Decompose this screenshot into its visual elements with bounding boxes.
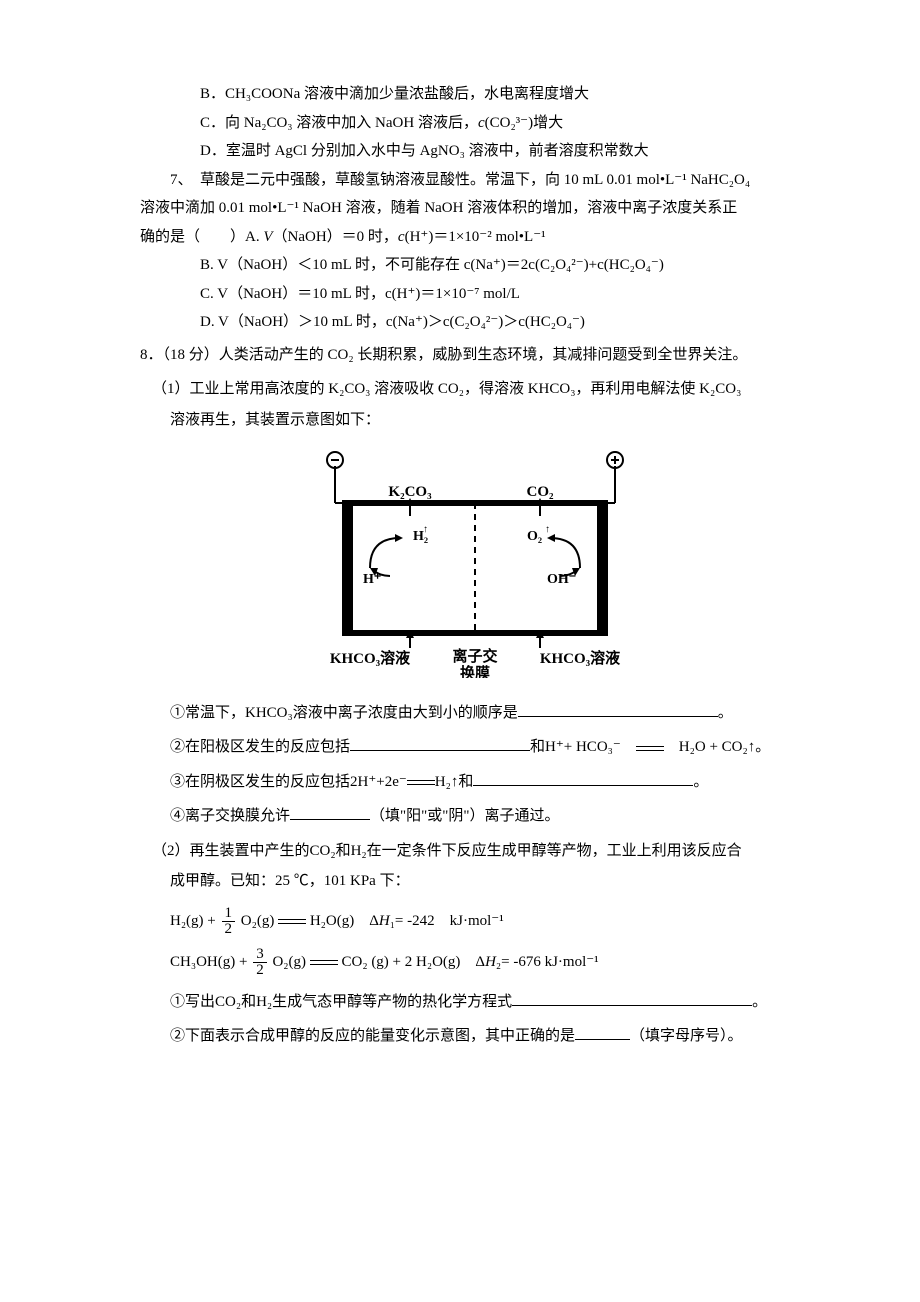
q6-opt-b: B．CH₃COONa 溶液中滴加少量浓盐酸后，水电离程度增大 xyxy=(140,80,810,109)
q6-opt-d: D．室温时 AgCl 分别加入水中与 AgNO₃ 溶液中，前者溶度积常数大 xyxy=(140,137,810,166)
q8-1-3: ③在阴极区发生的反应包括2H⁺+2e⁻H₂↑和。 xyxy=(140,768,810,797)
q8-1-4: ④离子交换膜允许（填"阳"或"阴"）离子通过。 xyxy=(140,802,810,831)
blank-1 xyxy=(518,699,718,717)
q8-1-2: ②在阳极区发生的反应包括和H⁺+ HCO₃⁻ H₂O + CO₂↑。 xyxy=(140,733,810,762)
q8-1-1: ①常温下，KHCO₃溶液中离子浓度由大到小的顺序是。 xyxy=(140,699,810,728)
q7-stem-2: 溶液中滴加 0.01 mol•L⁻¹ NaOH 溶液，随着 NaOH 溶液体积的… xyxy=(140,194,810,223)
q7-opt-d: D. V（NaOH）＞10 mL 时，c(Na⁺)＞c(C₂O₄²⁻)＞c(HC… xyxy=(140,308,810,337)
label-khco3-right: KHCO₃溶液 xyxy=(540,649,621,667)
q8-head: 8．（18 分）人类活动产生的 CO₂ 长期积累，威胁到生态环境，其减排问题受到… xyxy=(140,341,810,370)
q7-stem-1: 7、 草酸是二元中强酸，草酸氢钠溶液显酸性。常温下，向 10 mL 0.01 m… xyxy=(140,166,810,195)
blank-3 xyxy=(473,768,693,786)
label-membrane-1: 离子交 xyxy=(452,647,497,665)
q8-2-2: ②下面表示合成甲醇的反应的能量变化示意图，其中正确的是（填字母序号）。 xyxy=(140,1022,810,1051)
blank-6 xyxy=(575,1023,630,1041)
q6-opt-c: C．向 Na₂CO₃ 溶液中加入 NaOH 溶液后，c(CO₂³⁻)增大 xyxy=(140,109,810,138)
q7-stem-3: 确的是（ ）A. V（NaOH）＝0 时，c(H⁺)＝1×10⁻² mol•L⁻… xyxy=(140,223,810,252)
label-khco3-left: KHCO₃溶液 xyxy=(330,649,411,667)
label-membrane-2: 换膜 xyxy=(460,664,490,678)
electrolysis-diagram: K₂CO₃ CO₂ H₂ ↑ H⁺ O₂ ↑ OH⁻ xyxy=(140,448,810,689)
svg-text:↑: ↑ xyxy=(423,524,428,535)
q7-opt-c: C. V（NaOH）＝10 mL 时，c(H⁺)＝1×10⁻⁷ mol/L xyxy=(140,280,810,309)
blank-5 xyxy=(512,988,752,1006)
q8-p1a: （1）工业上常用高浓度的 K₂CO₃ 溶液吸收 CO₂，得溶液 KHCO₃，再利… xyxy=(152,375,810,404)
label-co2: CO₂ xyxy=(527,484,555,500)
q8-eq1: H₂(g) + 12 O₂(g) H₂O(g) ΔH₁= -242 kJ·mol… xyxy=(140,906,810,937)
q8-p1b: 溶液再生，其装置示意图如下： xyxy=(140,406,810,435)
q8-eq2: CH₃OH(g) + 32 O₂(g) CO₂ (g) + 2 H₂O(g) Δ… xyxy=(140,947,810,978)
q8-p2a: （2）再生装置中产生的CO₂和H₂在一定条件下反应生成甲醇等产物，工业上利用该反… xyxy=(152,837,810,866)
blank-4 xyxy=(290,803,370,821)
q7-opt-b: B. V（NaOH）＜10 mL 时，不可能存在 c(Na⁺)＝2c(C₂O₄²… xyxy=(140,251,810,280)
svg-text:↑: ↑ xyxy=(545,524,550,535)
label-o2: O₂ xyxy=(527,529,542,544)
blank-2 xyxy=(350,734,530,752)
q8-2-1: ①写出CO₂和H₂生成气态甲醇等产物的热化学方程式。 xyxy=(140,988,810,1017)
q8-p2b: 成甲醇。已知：25 ℃，101 KPa 下： xyxy=(140,867,810,896)
label-k2co3: K₂CO₃ xyxy=(388,484,432,500)
